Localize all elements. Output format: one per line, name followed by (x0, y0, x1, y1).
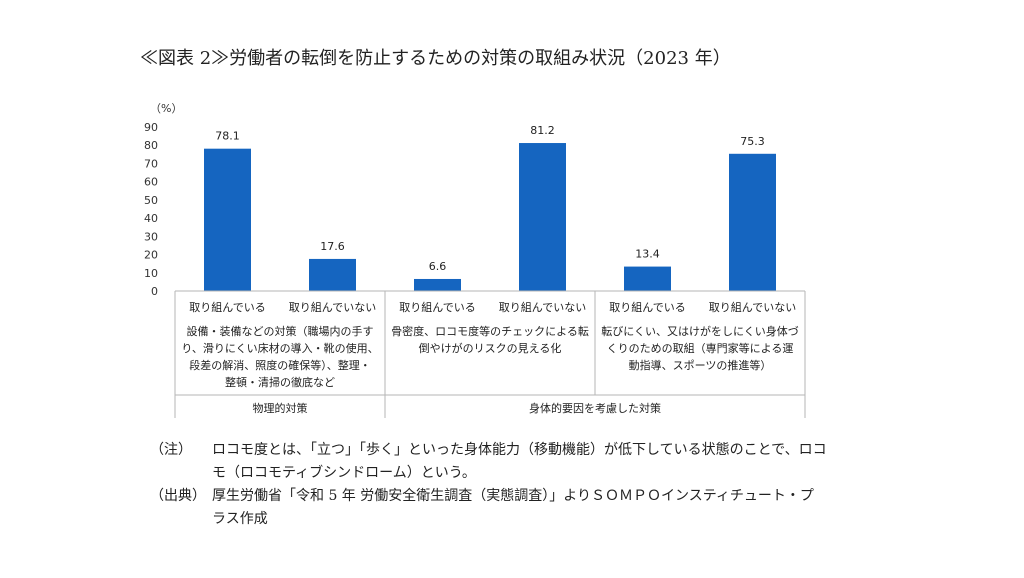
y-tick-label: 80 (144, 139, 158, 152)
bar (414, 278, 461, 291)
bar (729, 153, 776, 291)
bar (204, 148, 251, 291)
y-tick-label: 50 (144, 194, 158, 207)
bar (624, 266, 671, 291)
y-tick-label: 0 (151, 285, 158, 298)
measure-description-line: 整頓・清掃の徹底など (225, 375, 335, 389)
bar (519, 143, 566, 291)
y-tick-label: 10 (144, 267, 158, 280)
x-category-label: 取り組んでいない (289, 301, 376, 314)
measure-description-line: くりのための取組（専門家等による運 (607, 341, 794, 355)
source-annotation: （出典） 厚生労働省「令和 5 年 労働安全衛生調査（実態調査）」よりＳＯＭＰＯ… (150, 485, 1000, 531)
note-annotation: （注） ロコモ度とは、「立つ」「歩く」といった身体能力（移動機能）が低下している… (150, 439, 1000, 485)
source-line: ラス作成 (212, 511, 268, 527)
x-category-label: 取り組んでいる (399, 301, 475, 314)
data-label: 81.2 (530, 124, 555, 137)
bar-chart: （%） 0 10 20 30 40 50 60 70 80 90 78.1 取り組んでいる 17.6 取り組… (144, 102, 806, 418)
x-category-label: 取り組んでいない (499, 301, 586, 314)
y-tick-label: 20 (144, 249, 158, 262)
measure-description-line: 動指導、スポーツの推進等） (629, 358, 772, 372)
x-category-label: 取り組んでいない (709, 301, 796, 314)
measure-description-line: 転びにくい、又はけがをしにくい身体づ (601, 324, 799, 338)
y-tick-label: 90 (144, 121, 158, 134)
x-category-label: 取り組んでいる (609, 301, 685, 314)
chart-title: ≪図表 2≫労働者の転倒を防止するための対策の取組み状況（2023 年） (140, 48, 731, 69)
data-label: 75.3 (740, 135, 765, 148)
measure-description-line: 段差の解消、照度の確保等）、整理・ (189, 358, 371, 372)
note-line: モ（ロコモティブシンドローム）という。 (212, 465, 476, 481)
y-tick-label: 70 (144, 157, 158, 170)
y-tick-label: 30 (144, 230, 158, 243)
data-label: 78.1 (215, 130, 240, 143)
note-line: ロコモ度とは、「立つ」「歩く」といった身体能力（移動機能）が低下している状態のこ… (212, 442, 827, 458)
measure-description-line: 倒やけがのリスクの見える化 (419, 341, 562, 355)
data-label: 6.6 (429, 260, 447, 273)
y-tick-label: 60 (144, 176, 158, 189)
y-tick-label: 40 (144, 212, 158, 225)
group-label: 物理的対策 (253, 401, 308, 415)
group-label: 身体的要因を考慮した対策 (529, 401, 661, 415)
data-label: 13.4 (635, 248, 660, 261)
x-category-label: 取り組んでいる (189, 301, 265, 314)
measure-description-line: 骨密度、ロコモ度等のチェックによる転 (391, 324, 589, 338)
measure-description-line: り、滑りにくい床材の導入・靴の使用、 (181, 341, 378, 355)
y-unit-label: （%） (150, 102, 182, 115)
source-line: 厚生労働省「令和 5 年 労働安全衛生調査（実態調査）」よりＳＯＭＰＯインスティ… (212, 488, 814, 504)
data-label: 17.6 (320, 240, 345, 253)
note-label: （注） (150, 442, 192, 458)
measure-description-line: 設備・装備などの対策（職場内の手す (187, 324, 374, 338)
bar (309, 258, 356, 291)
source-label: （出典） (150, 488, 206, 504)
